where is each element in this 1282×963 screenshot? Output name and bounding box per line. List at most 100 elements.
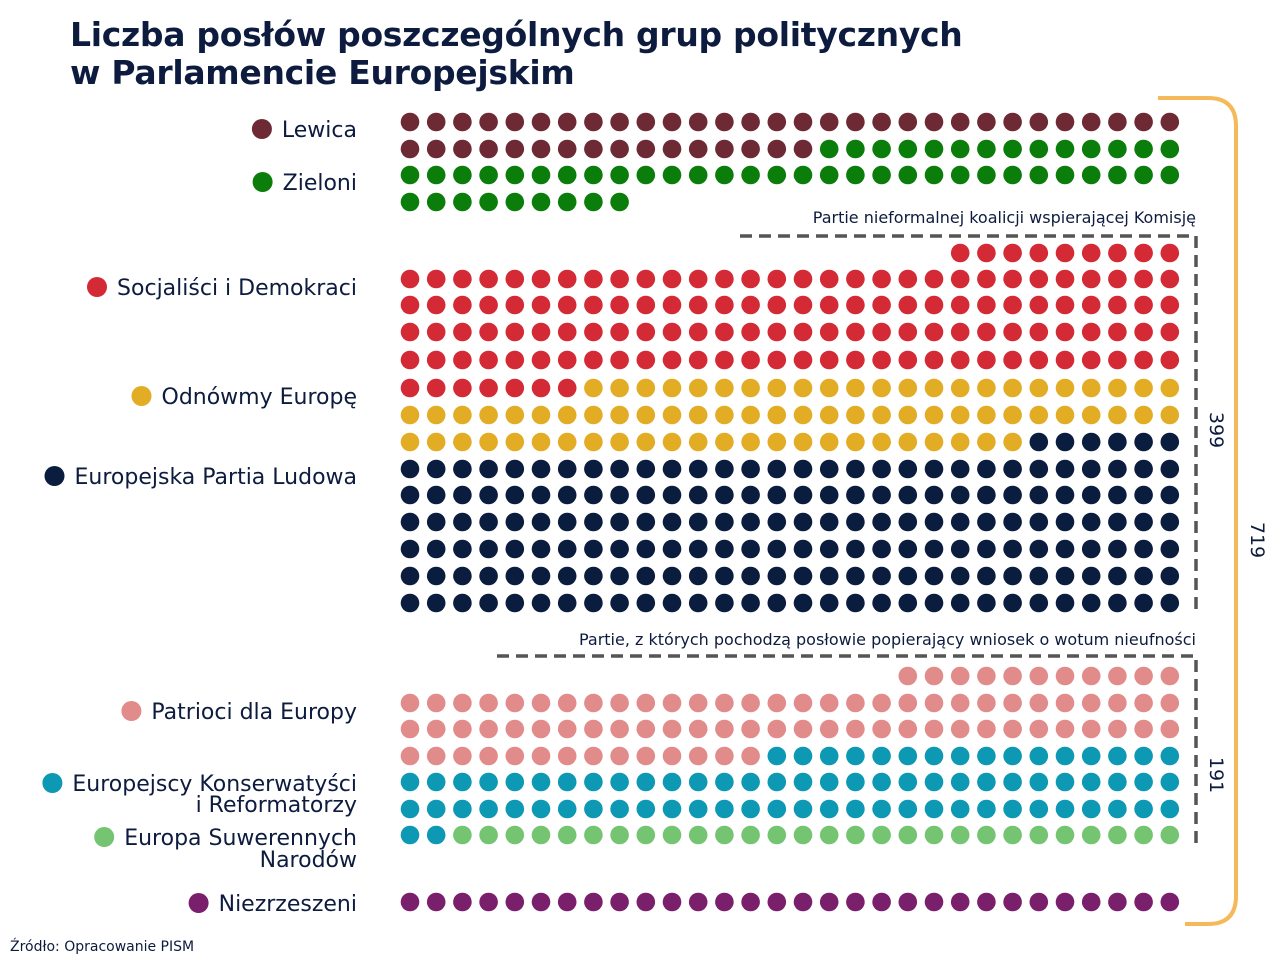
seat-dot-sd [950,350,970,370]
seat-dot-epp [584,459,603,479]
seat-dot-epp [426,593,446,613]
seat-dot-epp [1160,485,1180,505]
seat-dot-zieloni [453,192,472,212]
seat-dot-epp [1134,459,1153,479]
seat-dot-sd [977,322,996,342]
seat-dot-epp [846,539,865,559]
seat-dot-zieloni [479,192,498,212]
seat-dot-ni [767,892,787,912]
seat-dot-esn [950,825,970,845]
seat-dot-sd [453,378,472,398]
seat-dot-lewica [557,112,577,132]
seat-dot-renew [924,405,944,425]
seat-dot-epp [1003,539,1022,559]
seat-dot-ecr [872,799,891,819]
seat-dot-epp [400,485,420,505]
seat-dot-zieloni [819,139,839,159]
seat-dot-ecr [584,772,603,792]
seat-dot-ecr [950,772,970,792]
seat-dot-epp [453,485,472,505]
seat-dot-pfe [688,746,708,766]
seat-dot-lewica [977,112,996,132]
seat-dot-epp [1055,539,1075,559]
seat-dot-sd [1029,243,1049,263]
seat-dot-pfe [819,719,839,739]
seat-dot-sd [1160,295,1180,315]
seat-dot-renew [531,405,551,425]
seat-dot-sd [584,295,603,315]
seat-dot-sd [531,322,551,342]
seat-dot-ecr [767,746,787,766]
seat-dot-sd [977,243,996,263]
seat-dot-pfe [636,746,656,766]
seat-dot-epp [505,593,525,613]
seat-dot-sd [793,350,813,370]
seat-dot-epp [819,566,839,586]
seat-dot-zieloni [1160,165,1180,185]
seat-dot-epp [426,485,446,505]
seat-dot-epp [767,566,787,586]
seat-dot-epp [557,566,577,586]
seat-dot-zieloni [531,192,551,212]
seat-dot-renew [819,405,839,425]
seat-dot-lewica [610,112,629,132]
seat-dot-epp [846,485,865,505]
seat-dot-lewica [531,112,551,132]
seat-dot-epp [636,593,656,613]
seat-dot-ecr [1003,746,1022,766]
seat-dot-sd [767,269,787,289]
seat-dot-zieloni [1134,139,1153,159]
seat-dot-zieloni [662,165,682,185]
seat-dot-zieloni [584,165,603,185]
seat-dot-epp [584,566,603,586]
seat-dot-zieloni [505,165,525,185]
seat-dot-sd [1055,295,1075,315]
seat-dot-pfe [400,746,420,766]
seat-dot-epp [924,539,944,559]
seat-dot-renew [610,432,629,452]
seat-dot-epp [531,459,551,479]
seat-dot-ecr [426,772,446,792]
seat-dot-epp [426,539,446,559]
seat-dot-ecr [505,772,525,792]
seat-dot-renew [400,432,420,452]
seat-dot-sd [846,322,865,342]
seat-dot-epp [977,485,996,505]
seat-dot-lewica [767,139,787,159]
seat-dot-zieloni [872,165,891,185]
seat-dot-sd [1003,243,1022,263]
seat-dot-renew [610,378,629,398]
seat-dot-ecr [1055,746,1075,766]
coalition-label: Partie nieformalnej koalicji wspierające… [813,208,1196,227]
seat-dot-epp [872,539,891,559]
seat-dot-ecr [1029,746,1049,766]
seat-dot-epp [741,459,760,479]
seat-dot-lewica [662,112,682,132]
seat-dot-epp [1160,593,1180,613]
seat-dot-ecr [924,772,944,792]
seat-dot-lewica [715,139,734,159]
seat-dot-sd [636,322,656,342]
seat-dot-esn [610,825,629,845]
seat-dot-lewica [741,112,760,132]
seat-dot-pfe [846,719,865,739]
seat-dot-epp [715,512,734,532]
seat-dot-zieloni [1003,139,1022,159]
seat-dot-epp [557,459,577,479]
seat-dot-epp [1108,512,1127,532]
seat-dot-sd [531,350,551,370]
seat-dot-pfe [662,693,682,713]
legend-label-ecr-1: Europejscy Konserwatyści [72,772,357,797]
seat-dot-sd [531,378,551,398]
seat-dot-pfe [767,719,787,739]
seat-dot-ni [688,892,708,912]
seat-dot-zieloni [453,165,472,185]
seat-dot-epp [505,539,525,559]
seat-dot-ecr [1055,799,1075,819]
seat-dot-esn [531,825,551,845]
seat-dot-epp [741,566,760,586]
seat-dot-sd [1003,269,1022,289]
seat-dot-sd [767,295,787,315]
seat-dot-ecr [1081,746,1101,766]
seat-dot-lewica [453,139,472,159]
